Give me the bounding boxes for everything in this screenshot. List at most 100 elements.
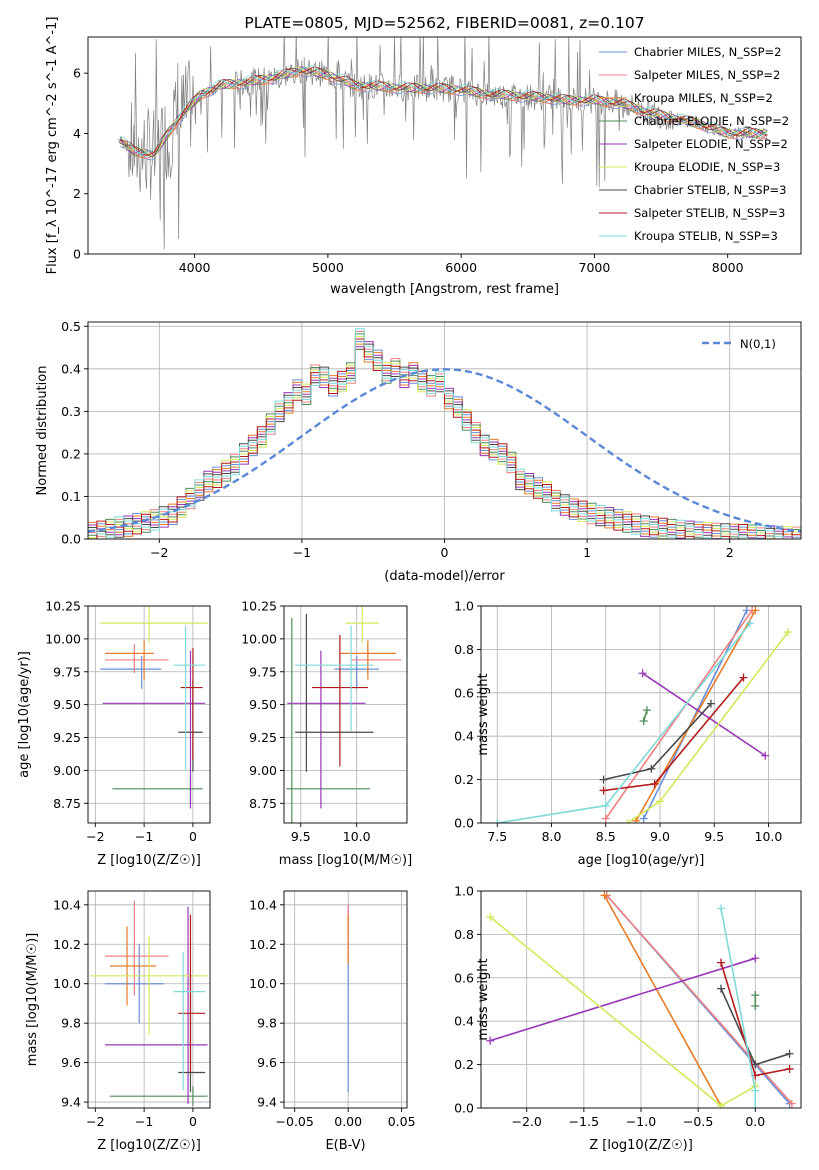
data-point-marker (647, 764, 656, 773)
normal-curve-line (88, 368, 801, 533)
x-tick-label: −2 (86, 829, 104, 844)
y-tick-label: 9.75 (53, 664, 81, 679)
x-axis-label: (data-model)/error (384, 569, 505, 584)
data-point-marker (599, 775, 608, 784)
y-tick-label: 4 (73, 126, 81, 141)
y-tick-label: 10.00 (241, 631, 277, 646)
axes-frame (480, 890, 802, 1109)
y-tick-label: 0.3 (61, 404, 81, 419)
x-tick-label: 0 (189, 829, 197, 844)
y-tick-label: 9.00 (249, 763, 277, 778)
x-axis-label: Z [log10(Z/Z☉)] (97, 853, 201, 868)
data-point-marker (785, 1049, 794, 1058)
x-tick-label: 0.0 (745, 1114, 765, 1129)
y-tick-label: 0.0 (454, 1101, 474, 1116)
y-tick-label: 1.0 (454, 884, 474, 899)
y-tick-label: 2 (73, 186, 81, 201)
data-point-marker (599, 786, 608, 795)
axes-frame (87, 36, 802, 255)
model-spectrum-line (119, 66, 768, 156)
legend-label: Chabrier MILES, N_SSP=2 (634, 45, 781, 59)
histogram-series (88, 328, 801, 539)
data-point-marker (601, 801, 610, 810)
y-tick-label: 0.2 (454, 772, 474, 787)
data-point-marker (642, 706, 651, 715)
y-tick-label: 8.75 (249, 796, 277, 811)
data-point-marker (751, 1002, 760, 1011)
data-point-marker (751, 954, 760, 963)
y-tick-label: 1.0 (454, 599, 474, 614)
axes-frame (87, 321, 802, 540)
x-tick-label: 9.5 (704, 829, 724, 844)
x-tick-label: 10.0 (755, 829, 783, 844)
legend-label: Salpeter MILES, N_SSP=2 (634, 68, 780, 82)
y-tick-label: 9.00 (53, 763, 81, 778)
y-tick-label: 10.2 (249, 937, 277, 952)
x-tick-label: 10.0 (343, 829, 371, 844)
legend-label: N(0,1) (740, 337, 776, 351)
data-point-marker (739, 673, 748, 682)
y-tick-label: 9.50 (249, 697, 277, 712)
y-tick-label: 8.75 (53, 796, 81, 811)
y-tick-label: 0.4 (454, 729, 474, 744)
series-line (720, 908, 757, 1108)
y-tick-label: 9.25 (249, 730, 277, 745)
series-line (489, 916, 756, 1107)
x-tick-label: −1 (135, 829, 153, 844)
y-tick-label: 9.8 (257, 1016, 277, 1031)
histogram-series (88, 343, 801, 539)
x-tick-label: −1 (293, 545, 311, 560)
y-axis-label: Normed distribution (35, 366, 50, 496)
y-tick-label: 0.2 (61, 446, 81, 461)
data-point-marker (486, 913, 495, 922)
y-axis-label: mass weight (476, 673, 491, 755)
data-point-marker (639, 717, 648, 726)
y-tick-label: 10.0 (249, 976, 277, 991)
legend-label: Kroupa STELIB, N_SSP=3 (634, 229, 778, 243)
data-point-marker (650, 779, 659, 788)
data-point-marker (751, 991, 760, 1000)
x-tick-label: −1.5 (569, 1114, 599, 1129)
data-point-marker (706, 699, 715, 708)
x-tick-label: 9.5 (291, 829, 311, 844)
x-tick-label: −1.0 (626, 1114, 656, 1129)
legend-label: Kroupa MILES, N_SSP=2 (634, 91, 773, 105)
y-tick-label: 0.4 (454, 1014, 474, 1029)
x-tick-label: 4000 (179, 260, 211, 275)
line-group (493, 606, 792, 823)
x-axis-label: Z [log10(Z/Z☉)] (589, 1138, 693, 1153)
data-point-marker (761, 751, 770, 760)
legend-label: Chabrier STELIB, N_SSP=3 (634, 183, 786, 197)
series-line (606, 894, 793, 1105)
series-line (489, 957, 756, 1042)
data-point-marker (639, 814, 648, 823)
x-tick-label: 0 (441, 545, 449, 560)
series-line (642, 609, 748, 820)
histogram-series (88, 330, 801, 539)
data-point-marker (787, 1099, 796, 1108)
y-tick-label: 0.5 (61, 319, 81, 334)
model-spectrum-line (119, 66, 768, 156)
data-point-marker (486, 1036, 495, 1045)
y-tick-label: 10.2 (53, 937, 81, 952)
data-point-marker (638, 669, 647, 678)
x-tick-label: −2 (150, 545, 168, 560)
x-tick-label: 6000 (445, 260, 477, 275)
model-spectrum-line (119, 65, 768, 155)
x-axis-label: wavelength [Angstrom, rest frame] (330, 282, 559, 297)
x-tick-label: 8.0 (542, 829, 562, 844)
data-point-marker (717, 958, 725, 967)
x-tick-label: −0.5 (683, 1114, 713, 1129)
legend-label: Salpeter ELODIE, N_SSP=2 (634, 137, 788, 151)
x-axis-label: E(B-V) (325, 1138, 365, 1153)
y-tick-label: 10.4 (249, 897, 277, 912)
x-axis-label: Z [log10(Z/Z☉)] (97, 1138, 201, 1153)
y-tick-label: 9.4 (61, 1095, 81, 1110)
y-tick-label: 0.1 (61, 489, 81, 504)
axes-frame (87, 890, 211, 1109)
y-tick-label: 0.8 (454, 642, 474, 657)
x-tick-label: 7.5 (487, 829, 507, 844)
y-axis-label: mass [log10(M/M☉)] (25, 933, 40, 1066)
y-tick-label: 0.4 (61, 361, 81, 376)
y-tick-label: 10.0 (53, 976, 81, 991)
